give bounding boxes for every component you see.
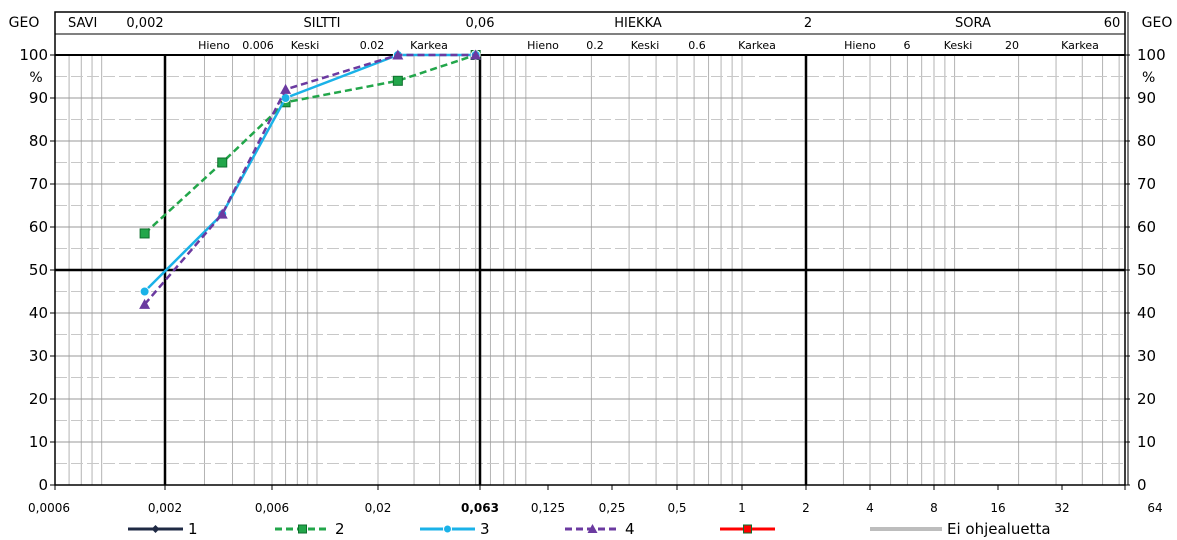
plot-frame: [54, 11, 1126, 486]
x-tick-label: 2: [802, 501, 810, 515]
legend: 1 2 3 4 Ei ohjealuetta: [128, 520, 1051, 538]
y-tick-label-right: 0: [1137, 476, 1147, 494]
y-tick-label-right: 10: [1137, 433, 1156, 451]
y-tick-label-right: 60: [1137, 218, 1156, 236]
y-tick-label-right: 90: [1137, 89, 1156, 107]
subclass-siltti-label: Keski: [291, 39, 320, 52]
series-3-point: [280, 93, 291, 103]
legend-label-3: 3: [480, 520, 490, 538]
x-tick-label: 1: [738, 501, 746, 515]
y-tick-label-left: 70: [29, 175, 48, 193]
legend-marker-4: [587, 524, 598, 533]
x-tick-label: 64: [1147, 501, 1162, 515]
x-tick-label: 0,0006: [28, 501, 70, 515]
class-sora-label: SORA: [955, 16, 991, 31]
y-tick-label-left: 50: [29, 261, 48, 279]
x-tick-label: 32: [1054, 501, 1069, 515]
subclass-sora-label: 6: [904, 39, 911, 52]
legend-marker-3: [443, 524, 452, 534]
subclass-hiekka-label: 0.6: [688, 39, 706, 52]
subclass-sora-label: Keski: [944, 39, 973, 52]
series-2-point: [139, 228, 150, 239]
y-axis: GEO GEO% % 0 0 10 10 20 20 30 30 40 40 50 50 60 60 70 70 80…: [9, 15, 1173, 494]
y-tick-label-right: 70: [1137, 175, 1156, 193]
subclass-siltti-label: 0.006: [242, 39, 274, 52]
series-4-point: [139, 298, 151, 309]
subclass-hiekka-label: 0.2: [586, 39, 604, 52]
y-tick-label-left: 20: [29, 390, 48, 408]
class-boundaries: [54, 11, 1129, 486]
x-tick-label: 0,02: [365, 501, 392, 515]
legend-label-2: 2: [335, 520, 345, 538]
y-tick-label-left: 90: [29, 89, 48, 107]
y-tick-label-left: 0: [38, 476, 48, 494]
x-tick-label: 0,25: [599, 501, 626, 515]
y-tick-label-left: 40: [29, 304, 48, 322]
x-tick-label: 0,063: [461, 501, 499, 515]
legend-label-4: 4: [625, 520, 635, 538]
y-tick-label-right: 20: [1137, 390, 1156, 408]
unit-label-left: %: [29, 70, 42, 86]
unit-label-right: %: [1142, 70, 1155, 86]
boundary-2-label: 2: [804, 16, 812, 31]
y-tick-label-right: 40: [1137, 304, 1156, 322]
series-layer: [139, 49, 482, 309]
subclass-sora-label: Hieno: [844, 39, 876, 52]
class-siltti-label: SILTTI: [303, 16, 340, 31]
x-axis: 0,0006 0,002 0,006 0,02 0,063 0,125 0,25 0,5 1 2 4…: [28, 485, 1163, 515]
x-tick-label: 16: [990, 501, 1005, 515]
y-tick-label-right: 50: [1137, 261, 1156, 279]
subclass-hiekka-label: Hieno: [527, 39, 559, 52]
boundary-006-label: 0,06: [466, 16, 495, 31]
class-header: SAVI 0,002 SILTTI 0,06 HIEKKA 2 SORA 60 Hieno 0.0…: [68, 16, 1120, 52]
y-tick-label-right: 30: [1137, 347, 1156, 365]
series-4-point: [392, 49, 404, 60]
subclass-hiekka-label: Keski: [631, 39, 660, 52]
subclass-sora-label: Karkea: [1061, 39, 1099, 52]
y-tick-label-left: 60: [29, 218, 48, 236]
subclass-siltti-label: Karkea: [410, 39, 448, 52]
y-tick-label-left: 30: [29, 347, 48, 365]
x-tick-label: 0,006: [255, 501, 289, 515]
subclass-hiekka-label: Karkea: [738, 39, 776, 52]
legend-marker-1: [151, 525, 160, 533]
series-4-point: [280, 83, 292, 94]
x-tick-label: 0,125: [531, 501, 565, 515]
legend-label-6: Ei ohjealuetta: [947, 520, 1051, 538]
x-tick-label: 0,002: [148, 501, 182, 515]
series-4-point: [216, 208, 228, 219]
legend-marker-2: [298, 524, 307, 534]
series-2-point: [392, 75, 403, 86]
y-tick-label-left: 10: [29, 433, 48, 451]
boundary-0002-label: 0,002: [126, 16, 163, 31]
subclass-siltti-label: 0.02: [360, 39, 385, 52]
y-tick-label-right: 100: [1137, 46, 1166, 64]
geo-label-left: GEO: [9, 15, 40, 31]
series-3-point: [139, 286, 150, 297]
geo-label-right: GEO: [1142, 15, 1173, 31]
x-tick-label: 4: [866, 501, 874, 515]
x-tick-label: 8: [930, 501, 938, 515]
y-tick-label-left: 80: [29, 132, 48, 150]
boundary-60-label: 60: [1104, 16, 1121, 31]
series-2-point: [217, 157, 228, 168]
class-hiekka-label: HIEKKA: [614, 16, 662, 31]
legend-marker-5: [743, 524, 752, 534]
y-tick-label-left: 100: [19, 46, 48, 64]
subclass-siltti-label: Hieno: [198, 39, 230, 52]
subclass-sora-label: 20: [1005, 39, 1019, 52]
y-tick-label-right: 80: [1137, 132, 1156, 150]
series-4-point: [470, 49, 482, 60]
legend-label-1: 1: [188, 520, 198, 538]
x-tick-label: 0,5: [667, 501, 686, 515]
class-savi-label: SAVI: [68, 16, 97, 31]
